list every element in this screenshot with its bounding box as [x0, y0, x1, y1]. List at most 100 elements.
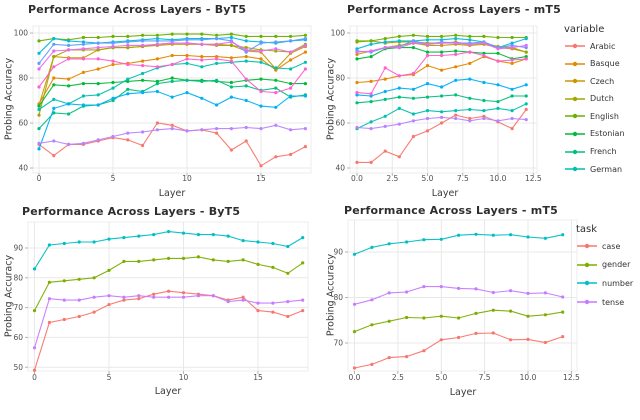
- point: [482, 41, 486, 45]
- point: [181, 295, 186, 299]
- legend-marker: [577, 262, 597, 267]
- series-line-gender: [34, 256, 304, 311]
- point: [369, 42, 373, 46]
- point: [510, 87, 514, 91]
- point: [96, 103, 100, 107]
- legend-entry-Arabic: Arabic: [564, 40, 638, 52]
- point: [226, 234, 230, 238]
- legend-label: Estonian: [590, 129, 625, 139]
- y-tick-label: 70: [13, 303, 23, 312]
- point: [352, 330, 357, 334]
- point: [167, 230, 171, 234]
- point: [211, 258, 215, 262]
- point: [185, 91, 189, 95]
- point: [52, 65, 56, 69]
- point: [47, 280, 52, 284]
- y-tick-label: 80: [335, 74, 345, 83]
- legend-entry-case: case: [576, 240, 638, 252]
- point: [229, 35, 233, 40]
- point: [241, 239, 245, 243]
- y-tick-label: 70: [333, 339, 343, 348]
- point: [510, 46, 514, 50]
- point: [468, 96, 472, 100]
- point: [411, 119, 415, 123]
- point: [126, 131, 130, 135]
- legend-entry-Czech: Czech: [564, 75, 638, 87]
- chart-title-mt5-languages: Performance Across Layers - mT5: [347, 3, 561, 16]
- point: [170, 127, 174, 131]
- point: [369, 79, 373, 83]
- point: [425, 50, 430, 54]
- point: [509, 233, 513, 237]
- point: [111, 98, 115, 103]
- legend-marker-point: [572, 96, 578, 101]
- point: [52, 97, 56, 101]
- point: [411, 87, 415, 91]
- legend-marker: [565, 114, 585, 119]
- point: [126, 46, 130, 50]
- legend-marker: [565, 149, 585, 154]
- point: [425, 109, 430, 113]
- point: [397, 46, 401, 50]
- legend-marker: [565, 61, 585, 66]
- point: [122, 295, 126, 299]
- point: [383, 77, 387, 81]
- chart-byt5-languages: 0 5 10 15 40 60 80 100: [14, 25, 312, 183]
- point: [81, 103, 85, 107]
- x-tick-label: 2.5: [386, 174, 398, 183]
- point: [526, 337, 530, 341]
- point: [468, 61, 472, 65]
- point: [170, 32, 174, 36]
- point: [211, 294, 215, 298]
- point: [526, 235, 530, 239]
- point: [383, 66, 387, 70]
- point: [47, 297, 52, 301]
- point: [491, 308, 495, 312]
- point: [491, 233, 495, 237]
- point: [561, 233, 565, 237]
- point: [170, 79, 174, 83]
- point: [289, 67, 293, 71]
- point: [274, 78, 278, 82]
- point: [482, 80, 486, 85]
- point: [215, 55, 219, 59]
- point: [137, 294, 141, 298]
- point: [411, 33, 415, 37]
- point: [352, 366, 357, 370]
- point: [440, 41, 444, 45]
- point: [185, 38, 189, 42]
- point: [81, 94, 85, 98]
- point: [229, 40, 233, 44]
- series-points-#E76BF3: [37, 40, 307, 71]
- point: [397, 106, 401, 110]
- point: [454, 78, 458, 82]
- point: [52, 42, 56, 46]
- point: [81, 42, 85, 46]
- point: [111, 134, 115, 139]
- point: [185, 32, 189, 36]
- point: [170, 123, 174, 127]
- legend-task: task case gender number tense: [576, 224, 638, 320]
- point: [52, 154, 56, 158]
- x-tick-label: 7.5: [479, 373, 491, 382]
- legend-marker-point: [572, 61, 578, 66]
- point: [289, 50, 293, 54]
- series-points-#B983FF: [355, 115, 528, 131]
- point: [524, 102, 528, 106]
- point: [37, 141, 41, 145]
- point: [81, 40, 85, 44]
- x-tick-label: 12.5: [525, 174, 542, 183]
- point: [274, 123, 278, 127]
- series-points-#00B0F6: [37, 89, 307, 151]
- point: [259, 89, 263, 94]
- point: [62, 241, 66, 246]
- legend-marker-point: [584, 243, 590, 249]
- x-tick-label: 10: [179, 373, 189, 382]
- legend-marker: [565, 131, 585, 137]
- point: [181, 256, 186, 260]
- point: [96, 57, 100, 61]
- legend-marker: [577, 299, 597, 305]
- point: [244, 55, 248, 59]
- point: [141, 143, 145, 148]
- point: [244, 50, 248, 54]
